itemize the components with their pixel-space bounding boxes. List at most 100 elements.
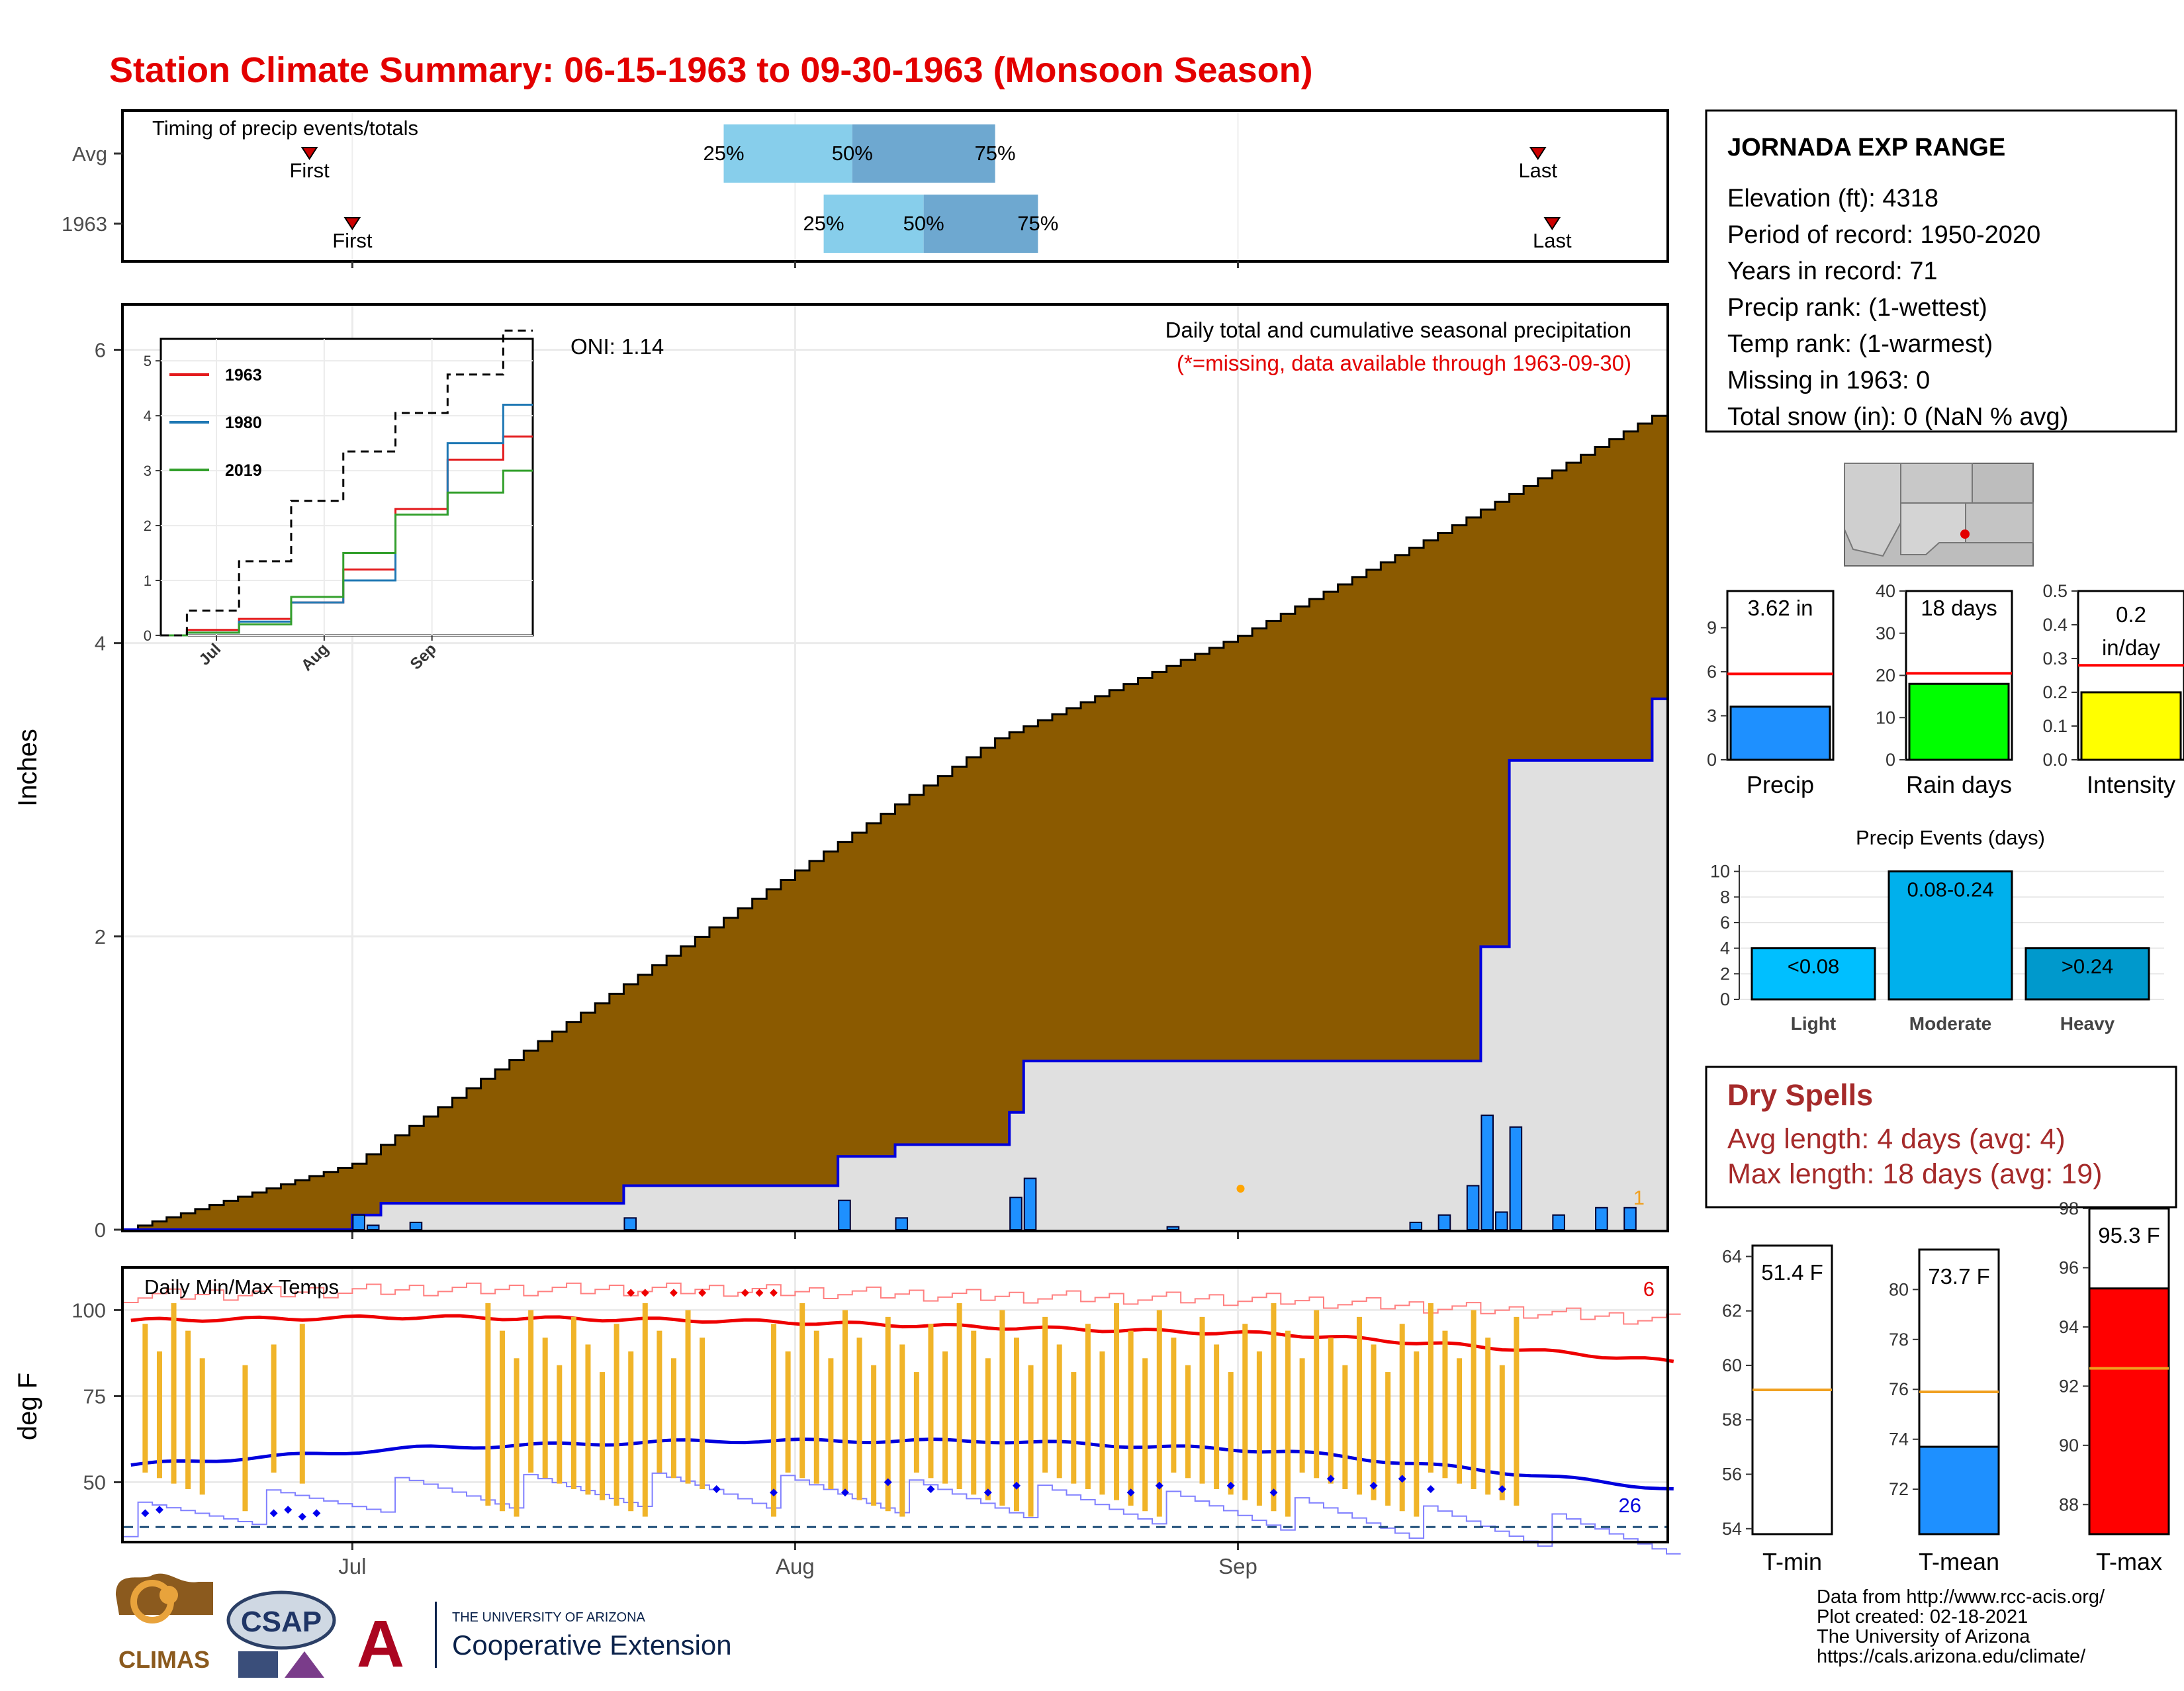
- temp-plot-background: [124, 1269, 1666, 1541]
- timing-panel: Timing of precip events/totals Avg 25% 50%…: [62, 109, 1669, 268]
- daily-precip-bar: [1023, 1177, 1037, 1231]
- timing-p25-label: 25%: [703, 142, 744, 165]
- mini-bar-value: [2080, 691, 2182, 761]
- daily-temp-range-bar: [785, 1351, 791, 1473]
- precip-events-category-label: Moderate: [1909, 1013, 1991, 1034]
- daily-temp-range-bar: [570, 1316, 576, 1489]
- temp-summary-y-tick-label: 62: [1722, 1301, 1742, 1321]
- daily-temp-range-bar: [1499, 1365, 1505, 1500]
- inset-y-tick-label: 0: [144, 627, 152, 644]
- daily-precip-bar: [1437, 1214, 1451, 1231]
- precip-y-tick-label: 0: [95, 1218, 106, 1242]
- temp-summary-y-tick-label: 96: [2059, 1257, 2079, 1277]
- daily-temp-range-bar: [485, 1303, 491, 1506]
- temp-summary-value-label: 95.3 F: [2098, 1223, 2160, 1248]
- daily-temp-range-bar: [657, 1330, 662, 1473]
- daily-temp-range-bar: [1371, 1344, 1377, 1500]
- daily-temp-range-bar: [1285, 1330, 1291, 1517]
- mini-bar-y-tick-label: 10: [1876, 708, 1895, 727]
- daily-temp-range-bar: [1385, 1372, 1391, 1506]
- daily-temp-range-bar: [171, 1303, 177, 1484]
- temp-x-tick-label: Jul: [338, 1554, 366, 1578]
- mini-bar-value-label: 18 days: [1921, 596, 1997, 620]
- daily-temp-range-bar: [871, 1365, 877, 1506]
- timing-first-marker: [300, 147, 318, 160]
- precip-events-bar: [1751, 947, 1876, 1001]
- daily-temp-range-bar: [628, 1351, 634, 1512]
- precip-events-y-tick-label: 6: [1720, 913, 1730, 933]
- daily-temp-range-bar: [1042, 1316, 1048, 1473]
- record-high-line: [124, 1282, 1681, 1325]
- precip-events-title: Precip Events (days): [1856, 826, 2045, 849]
- daily-temp-range-bar: [856, 1338, 862, 1500]
- daily-temp-range-bar: [185, 1330, 191, 1489]
- daily-temp-range-bar: [614, 1324, 619, 1506]
- temp-y-tick-label: 75: [83, 1385, 106, 1408]
- inset-y-tick-label: 3: [144, 463, 152, 479]
- daily-precip-bar: [1466, 1185, 1480, 1230]
- daily-precip-bar: [1495, 1211, 1508, 1231]
- record-low-marker: [269, 1509, 278, 1518]
- precip-1963-cumulative-area: [124, 698, 1666, 1230]
- inset-series-avg: [161, 330, 533, 637]
- mini-bar-value-unit: in/day: [2102, 635, 2161, 660]
- inset-legend-label: 2019: [225, 461, 262, 480]
- mini-bar-category-label: Rain days: [1906, 771, 2012, 798]
- daily-temp-range-bar: [1085, 1324, 1091, 1489]
- temp-summary-y-tick-label: 64: [1722, 1246, 1742, 1266]
- precip-y-label: Inches: [13, 729, 42, 807]
- precip-y-tick-label: 2: [95, 925, 106, 948]
- daily-temp-range-bar: [528, 1310, 534, 1473]
- daily-temp-range-bar: [1013, 1338, 1019, 1512]
- record-low-marker: [884, 1478, 892, 1486]
- precip-events-bar-label: >0.24: [2062, 955, 2113, 978]
- daily-precip-bar: [1166, 1226, 1180, 1230]
- timing-p75-label: 75%: [1017, 212, 1058, 235]
- daily-temp-range-bar: [1156, 1310, 1162, 1517]
- record-low-marker: [770, 1488, 778, 1497]
- station-info-line: Temp rank: (1-warmest): [1727, 330, 1993, 358]
- daily-temp-range-bar: [1457, 1358, 1463, 1484]
- mini-bar-y-tick-label: 0.1: [2042, 716, 2068, 736]
- footer-line-data: Data from http://www.rcc-acis.org/: [1817, 1586, 2105, 1608]
- dry-spells-title: Dry Spells: [1727, 1078, 1873, 1112]
- record-low-count: 26: [1619, 1494, 1641, 1517]
- mini-bar-y-tick-label: 3: [1707, 706, 1717, 725]
- daily-temp-range-bar: [1471, 1310, 1477, 1489]
- daily-temp-range-bar: [514, 1358, 520, 1517]
- inset-y-tick-label: 5: [144, 353, 152, 369]
- inset-y-tick-label: 2: [144, 518, 152, 534]
- record-low-marker: [1369, 1481, 1378, 1490]
- precip-events-chart: Precip Events (days) 0 2 4 6 8 10 <0.08 Light 0.…: [1710, 826, 2164, 1034]
- precip-1963-cumulative-line: [124, 697, 1666, 1231]
- daily-temp-range-bar: [1485, 1338, 1491, 1495]
- daily-temp-range-bar: [299, 1324, 305, 1484]
- record-high-marker: [741, 1289, 749, 1297]
- daily-temp-range-bar: [1314, 1310, 1320, 1479]
- timing-p75-label: 75%: [975, 142, 1016, 165]
- temp-y-tick-label: 50: [83, 1471, 106, 1494]
- daily-temp-range-bar: [1099, 1351, 1105, 1495]
- station-info-line: Total snow (in): 0 (NaN % avg): [1727, 403, 2068, 431]
- seasonal-total-bars: 0 3 6 9 3.62 in Precip 0 10 20 30 40 18 days Rain da…: [1707, 581, 2184, 798]
- daily-temp-range-bar: [913, 1372, 919, 1473]
- record-low-marker: [1426, 1485, 1435, 1493]
- daily-temp-range-bar: [1514, 1316, 1520, 1506]
- record-high-marker: [755, 1289, 764, 1297]
- daily-precip-bar: [366, 1224, 380, 1231]
- dry-spells-frame: [1705, 1066, 2177, 1209]
- record-high-marker: [669, 1289, 678, 1297]
- daily-temp-range-bar: [771, 1324, 777, 1517]
- mini-bar-y-tick-label: 0.2: [2042, 682, 2068, 702]
- record-low-marker: [927, 1485, 935, 1493]
- daily-temp-range-bar: [557, 1365, 563, 1484]
- mini-bar-y-tick-label: 6: [1707, 662, 1717, 682]
- daily-temp-range-bar: [828, 1358, 834, 1489]
- daily-temp-range-bar: [685, 1310, 691, 1484]
- precip-avg-cumulative-line: [124, 414, 1666, 1231]
- precip-events-bar: [1888, 870, 2013, 1001]
- daily-temp-range-bar: [1299, 1358, 1305, 1473]
- timing-last-marker: [1543, 217, 1561, 230]
